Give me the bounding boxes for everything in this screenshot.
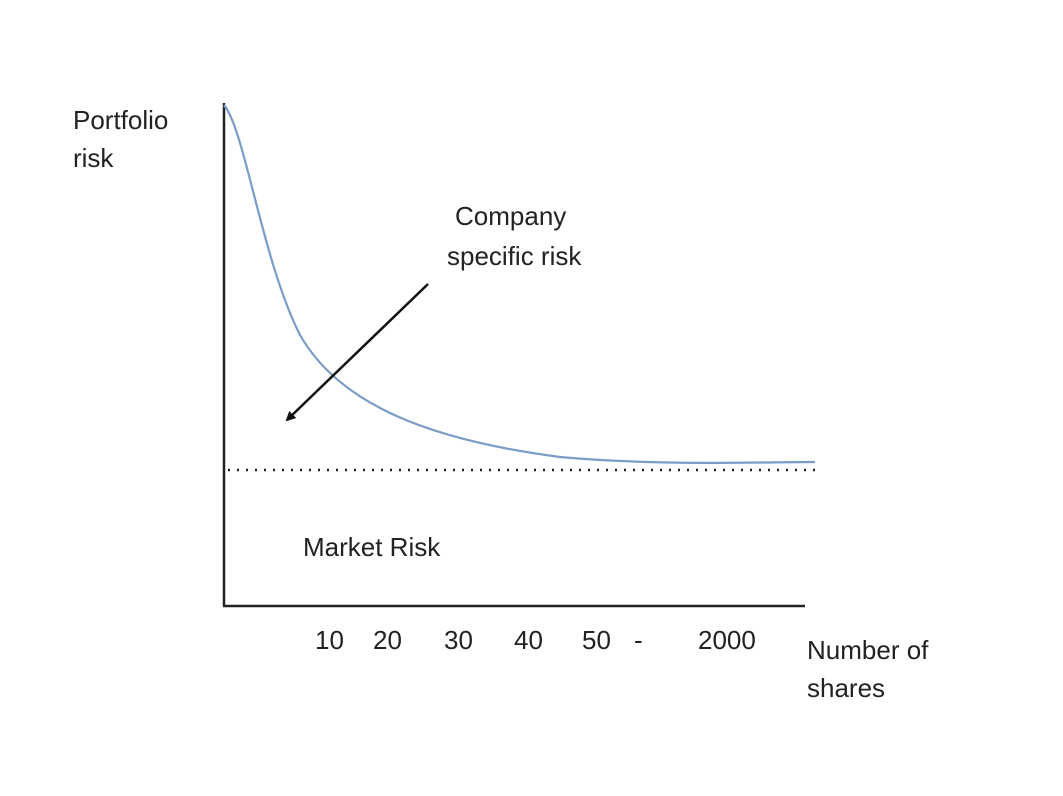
- x-axis-label: 50: [582, 625, 611, 655]
- y-axis-title: risk: [73, 143, 114, 173]
- x-axis-label: 40: [514, 625, 543, 655]
- annotation: Company: [455, 201, 566, 231]
- x-axis-title: shares: [807, 673, 885, 703]
- y-axis-title: Portfolio: [73, 105, 168, 135]
- annotation: specific risk: [447, 241, 582, 271]
- x-axis-label: -: [634, 625, 643, 655]
- x-axis-label: 10: [315, 625, 344, 655]
- x-axis-label: 30: [444, 625, 473, 655]
- region-label: Market Risk: [303, 532, 441, 562]
- arrow: [285, 283, 429, 422]
- risk-curve: [223, 104, 816, 464]
- x-axis-title: Number of: [807, 635, 929, 665]
- x-axis-label: 20: [373, 625, 402, 655]
- x-axis-label: 2000: [698, 625, 756, 655]
